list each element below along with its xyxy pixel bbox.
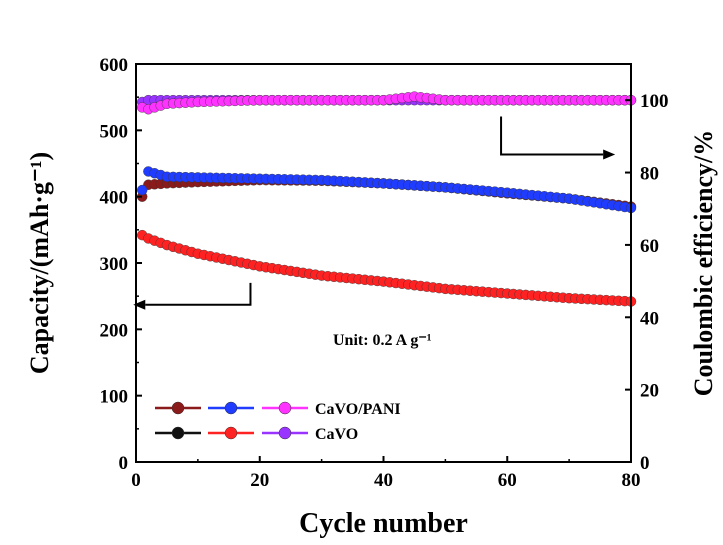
legend-label-cavo-pani: CaVO/PANI [315, 401, 401, 418]
arrow-layer [133, 116, 616, 310]
series-layer [136, 91, 637, 307]
right-y-axis-title: Coulombic efficiency/% [689, 130, 718, 396]
legend-marker [224, 426, 238, 440]
x-tick-label: 40 [374, 470, 393, 491]
legend-marker [224, 401, 238, 415]
legend-label-cavo: CaVO [315, 426, 358, 443]
right-arrow-line [500, 116, 604, 156]
right-y-tick-label: 60 [640, 236, 659, 257]
data-point [136, 184, 148, 196]
left-arrow-head [133, 299, 146, 310]
right-y-tick-label: 0 [640, 453, 650, 474]
right-arrow-head [603, 149, 616, 160]
x-axis-title: Cycle number [299, 508, 468, 539]
legend-marker [171, 426, 185, 440]
x-tick-label: 0 [131, 470, 141, 491]
legend-marker [171, 401, 185, 415]
right-y-tick-label: 20 [640, 381, 659, 402]
right-y-tick-label: 100 [640, 91, 669, 112]
left-y-tick-label: 400 [100, 188, 129, 209]
legend-marker [278, 426, 292, 440]
left-y-tick-label: 600 [100, 55, 129, 76]
unit-annotation: Unit: 0.2 A g⁻¹ [333, 332, 432, 349]
left-y-tick-label: 500 [100, 121, 129, 142]
x-tick-label: 80 [622, 470, 641, 491]
left-y-tick-label: 200 [100, 320, 129, 341]
left-y-tick-label: 0 [119, 453, 129, 474]
left-y-axis-title: Capacity/(mAh·g⁻¹) [25, 152, 54, 374]
series-2 [136, 229, 637, 307]
left-arrow-line [145, 282, 252, 306]
left-y-tick-label: 100 [100, 387, 129, 408]
series-3 [136, 91, 637, 115]
left-y-tick-label: 300 [100, 254, 129, 275]
x-tick-label: 20 [250, 470, 269, 491]
legend-marker [278, 401, 292, 415]
right-y-tick-label: 80 [640, 164, 659, 185]
x-tick-label: 60 [498, 470, 517, 491]
right-y-tick-label: 40 [640, 308, 659, 329]
series-1 [136, 166, 637, 214]
legend: CaVO/PANI CaVO [155, 401, 401, 443]
